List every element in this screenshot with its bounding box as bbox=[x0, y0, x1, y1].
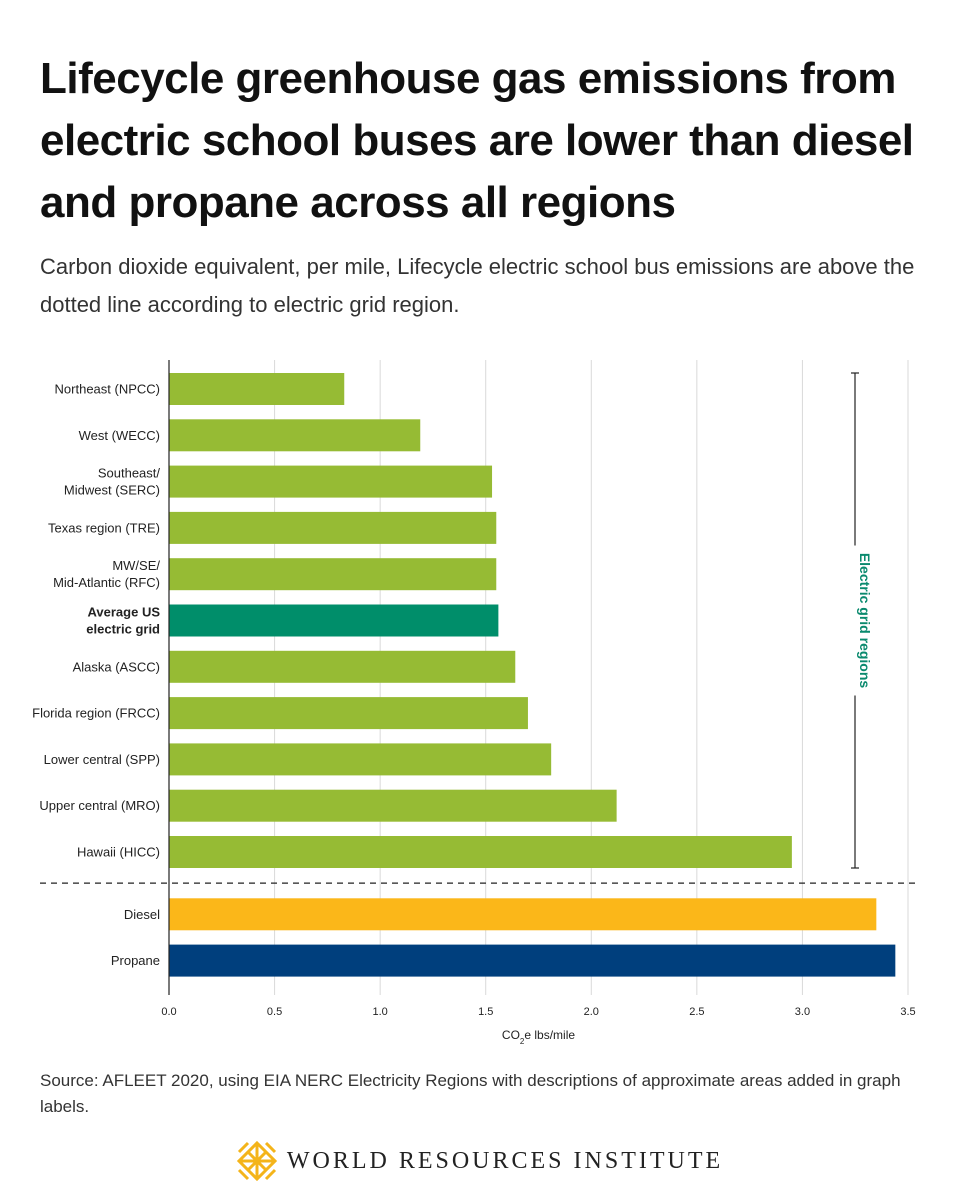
bracket-label: Electric grid regions bbox=[857, 553, 873, 689]
bar bbox=[169, 373, 345, 405]
bar bbox=[169, 898, 877, 931]
x-axis-title: CO2e lbs/mile bbox=[502, 1028, 575, 1046]
category-label: MW/SE/Mid-Atlantic (RFC) bbox=[53, 558, 160, 590]
category-label: Upper central (MRO) bbox=[39, 798, 160, 813]
x-tick-label: 3.5 bbox=[900, 1006, 915, 1018]
x-tick-label: 3.0 bbox=[795, 1006, 810, 1018]
bar bbox=[169, 697, 528, 730]
x-tick-label: 1.0 bbox=[372, 1006, 387, 1018]
category-label: Florida region (FRCC) bbox=[32, 706, 160, 721]
category-label: Northeast (NPCC) bbox=[55, 382, 160, 397]
x-tick-label: 1.5 bbox=[478, 1006, 493, 1018]
x-tick-label: 0.0 bbox=[161, 1006, 176, 1018]
category-label: Propane bbox=[111, 953, 160, 968]
footer: WORLD RESOURCES INSTITUTE bbox=[0, 1136, 960, 1186]
bar bbox=[169, 419, 421, 452]
bar bbox=[169, 944, 896, 977]
chart-subtitle: Carbon dioxide equivalent, per mile, Lif… bbox=[40, 254, 915, 317]
category-label: Texas region (TRE) bbox=[48, 520, 160, 535]
bar bbox=[169, 511, 497, 544]
category-label: Hawaii (HICC) bbox=[77, 845, 160, 860]
bar bbox=[169, 604, 499, 637]
bar bbox=[169, 789, 617, 822]
wri-lattice-logo-icon bbox=[236, 1141, 277, 1181]
x-tick-label: 2.5 bbox=[689, 1006, 704, 1018]
category-label: Southeast/Midwest (SERC) bbox=[64, 466, 160, 498]
bar bbox=[169, 650, 516, 683]
bar-chart: Northeast (NPCC) West (WECC) Southeast/Mid… bbox=[32, 360, 916, 1046]
bar bbox=[169, 558, 497, 591]
chart-title: Lifecycle greenhouse gas emissions from … bbox=[40, 54, 914, 227]
category-label: Average US electric grid bbox=[86, 605, 160, 637]
bar bbox=[169, 836, 792, 868]
bar bbox=[169, 743, 552, 776]
category-label: Alaska (ASCC) bbox=[73, 659, 160, 674]
x-tick-label: 2.0 bbox=[584, 1006, 599, 1018]
category-label: Lower central (SPP) bbox=[44, 752, 160, 767]
category-label: Diesel bbox=[124, 907, 160, 922]
category-label: West (WECC) bbox=[79, 428, 160, 443]
bar bbox=[169, 465, 493, 498]
source-note: Source: AFLEET 2020, using EIA NERC Elec… bbox=[40, 1071, 901, 1116]
x-tick-label: 0.5 bbox=[267, 1006, 282, 1018]
org-name: WORLD RESOURCES INSTITUTE bbox=[286, 1147, 724, 1174]
